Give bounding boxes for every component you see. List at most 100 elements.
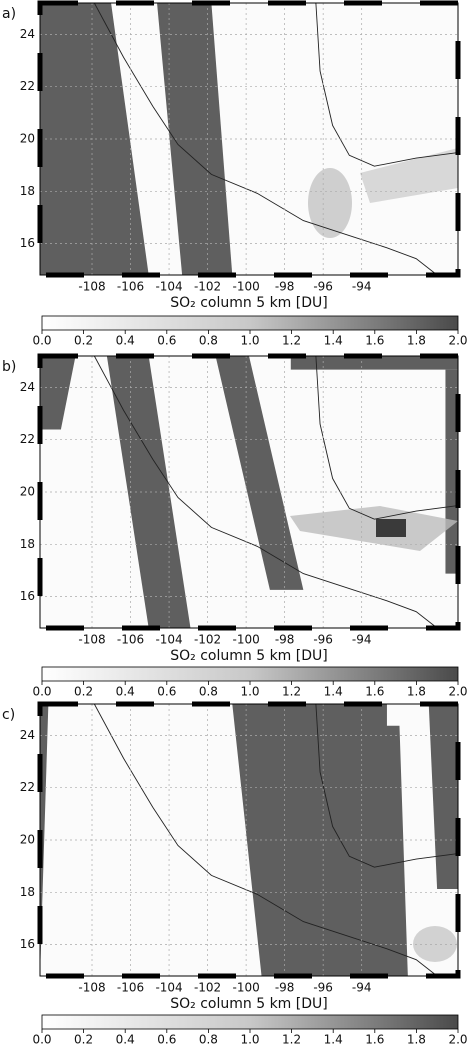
y-tick-label: 20 xyxy=(20,485,35,499)
x-tick-label: -94 xyxy=(352,280,372,294)
x-tick-label: -104 xyxy=(155,280,182,294)
colorbar-tick-label: 1.2 xyxy=(282,1033,301,1047)
x-tick-label: -96 xyxy=(313,280,333,294)
coastline xyxy=(315,2,459,167)
x-axis-label: SO₂ column 5 km [DU] xyxy=(170,996,327,1012)
x-tick-label: -94 xyxy=(352,633,372,647)
colorbar-tick-label: 0.8 xyxy=(199,334,218,348)
colorbar xyxy=(41,315,459,331)
colorbar-tick-label: 1.4 xyxy=(324,334,343,348)
x-tick-label: -102 xyxy=(194,633,221,647)
x-tick-label: -96 xyxy=(313,981,333,995)
satellite-gap xyxy=(428,704,458,889)
x-tick-label: -108 xyxy=(78,633,105,647)
satellite-gap xyxy=(106,356,191,628)
map-panel: -108 -106 -104 -102 -100 -98 -96 -94 16 18 20 22 24 c… xyxy=(2,701,468,1047)
map-frame xyxy=(39,355,459,629)
colorbar-tick-label: 1.8 xyxy=(407,1033,426,1047)
y-tick-label: 24 xyxy=(20,728,35,742)
y-tick-label: 24 xyxy=(20,380,35,394)
colorbar-tick-label: 0.4 xyxy=(116,334,135,348)
x-tick-label: -100 xyxy=(232,981,259,995)
satellite-gap xyxy=(40,3,149,275)
colorbar-tick-label: 0.4 xyxy=(116,685,135,699)
colorbar-tick-label: 0.2 xyxy=(74,1033,93,1047)
coastline xyxy=(315,703,459,868)
colorbar-tick-label: 0.6 xyxy=(157,334,176,348)
colorbar-tick-label: 1.6 xyxy=(365,685,384,699)
y-tick-label: 18 xyxy=(20,885,35,899)
y-tick-label: 24 xyxy=(20,27,35,41)
colorbar-tick-label: 0.6 xyxy=(157,1033,176,1047)
colorbar-tick-label: 1.6 xyxy=(365,1033,384,1047)
satellite-gap xyxy=(290,356,458,370)
colorbar-tick-label: 0.2 xyxy=(74,685,93,699)
y-tick-label: 18 xyxy=(20,537,35,551)
x-tick-label: -108 xyxy=(78,280,105,294)
satellite-gap xyxy=(157,3,233,275)
so2-plume xyxy=(360,148,458,203)
x-tick-label: -98 xyxy=(275,633,295,647)
y-tick-label: 22 xyxy=(20,79,35,93)
colorbar-tick-label: 1.0 xyxy=(240,1033,259,1047)
map-panel: -108 -106 -104 -102 -100 -98 -96 -94 16 18 20 22 24 b… xyxy=(2,353,468,699)
x-tick-label: -104 xyxy=(155,981,182,995)
y-tick-label: 16 xyxy=(20,589,35,603)
colorbar-tick-label: 0.2 xyxy=(74,334,93,348)
panel-label: b) xyxy=(2,359,16,375)
colorbar-tick-label: 0.0 xyxy=(32,1033,51,1047)
colorbar-tick-label: 1.0 xyxy=(240,685,259,699)
coastline xyxy=(93,703,438,977)
y-tick-label: 16 xyxy=(20,236,35,250)
x-tick-label: -98 xyxy=(275,981,295,995)
colorbar-tick-label: 1.8 xyxy=(407,334,426,348)
colorbar xyxy=(41,666,459,682)
colorbar-tick-label: 0.6 xyxy=(157,685,176,699)
x-tick-label: -104 xyxy=(155,633,182,647)
colorbar-tick-label: 0.8 xyxy=(199,685,218,699)
colorbar-tick-label: 0.8 xyxy=(199,1033,218,1047)
colorbar-tick-label: 0.0 xyxy=(32,685,51,699)
colorbar-tick-label: 2.0 xyxy=(448,334,467,348)
x-tick-label: -94 xyxy=(352,981,372,995)
colorbar-tick-label: 1.2 xyxy=(282,685,301,699)
map-frame xyxy=(39,703,459,977)
map-frame xyxy=(39,2,459,276)
x-axis-label: SO₂ column 5 km [DU] xyxy=(170,295,327,311)
panel-label: c) xyxy=(2,707,15,723)
colorbar xyxy=(41,1014,459,1030)
satellite-gap xyxy=(40,356,76,430)
coastline xyxy=(93,355,438,629)
y-tick-label: 20 xyxy=(20,132,35,146)
so2-plume xyxy=(413,926,457,962)
panel-label: a) xyxy=(2,6,16,22)
x-tick-label: -98 xyxy=(275,280,295,294)
x-tick-label: -106 xyxy=(117,981,144,995)
y-tick-label: 22 xyxy=(20,432,35,446)
x-tick-label: -108 xyxy=(78,981,105,995)
colorbar-tick-label: 1.0 xyxy=(240,334,259,348)
x-tick-label: -96 xyxy=(313,633,333,647)
y-tick-label: 22 xyxy=(20,780,35,794)
map-panel: -108 -106 -104 -102 -100 -98 -96 -94 16 18 20 22 24 a… xyxy=(2,0,468,348)
x-tick-label: -100 xyxy=(232,280,259,294)
colorbar-tick-label: 1.4 xyxy=(324,685,343,699)
so2-plume xyxy=(290,506,458,551)
y-tick-label: 18 xyxy=(20,184,35,198)
x-tick-label: -102 xyxy=(194,981,221,995)
x-tick-label: -106 xyxy=(117,280,144,294)
colorbar-tick-label: 1.6 xyxy=(365,334,384,348)
satellite-gap xyxy=(215,356,304,590)
x-axis-label: SO₂ column 5 km [DU] xyxy=(170,648,327,664)
colorbar-tick-label: 0.0 xyxy=(32,334,51,348)
colorbar-tick-label: 1.4 xyxy=(324,1033,343,1047)
colorbar-tick-label: 1.8 xyxy=(407,685,426,699)
coastline xyxy=(315,355,459,520)
so2-plume xyxy=(376,519,406,537)
colorbar-tick-label: 0.4 xyxy=(116,1033,135,1047)
coastline xyxy=(93,2,438,276)
x-tick-label: -102 xyxy=(194,280,221,294)
